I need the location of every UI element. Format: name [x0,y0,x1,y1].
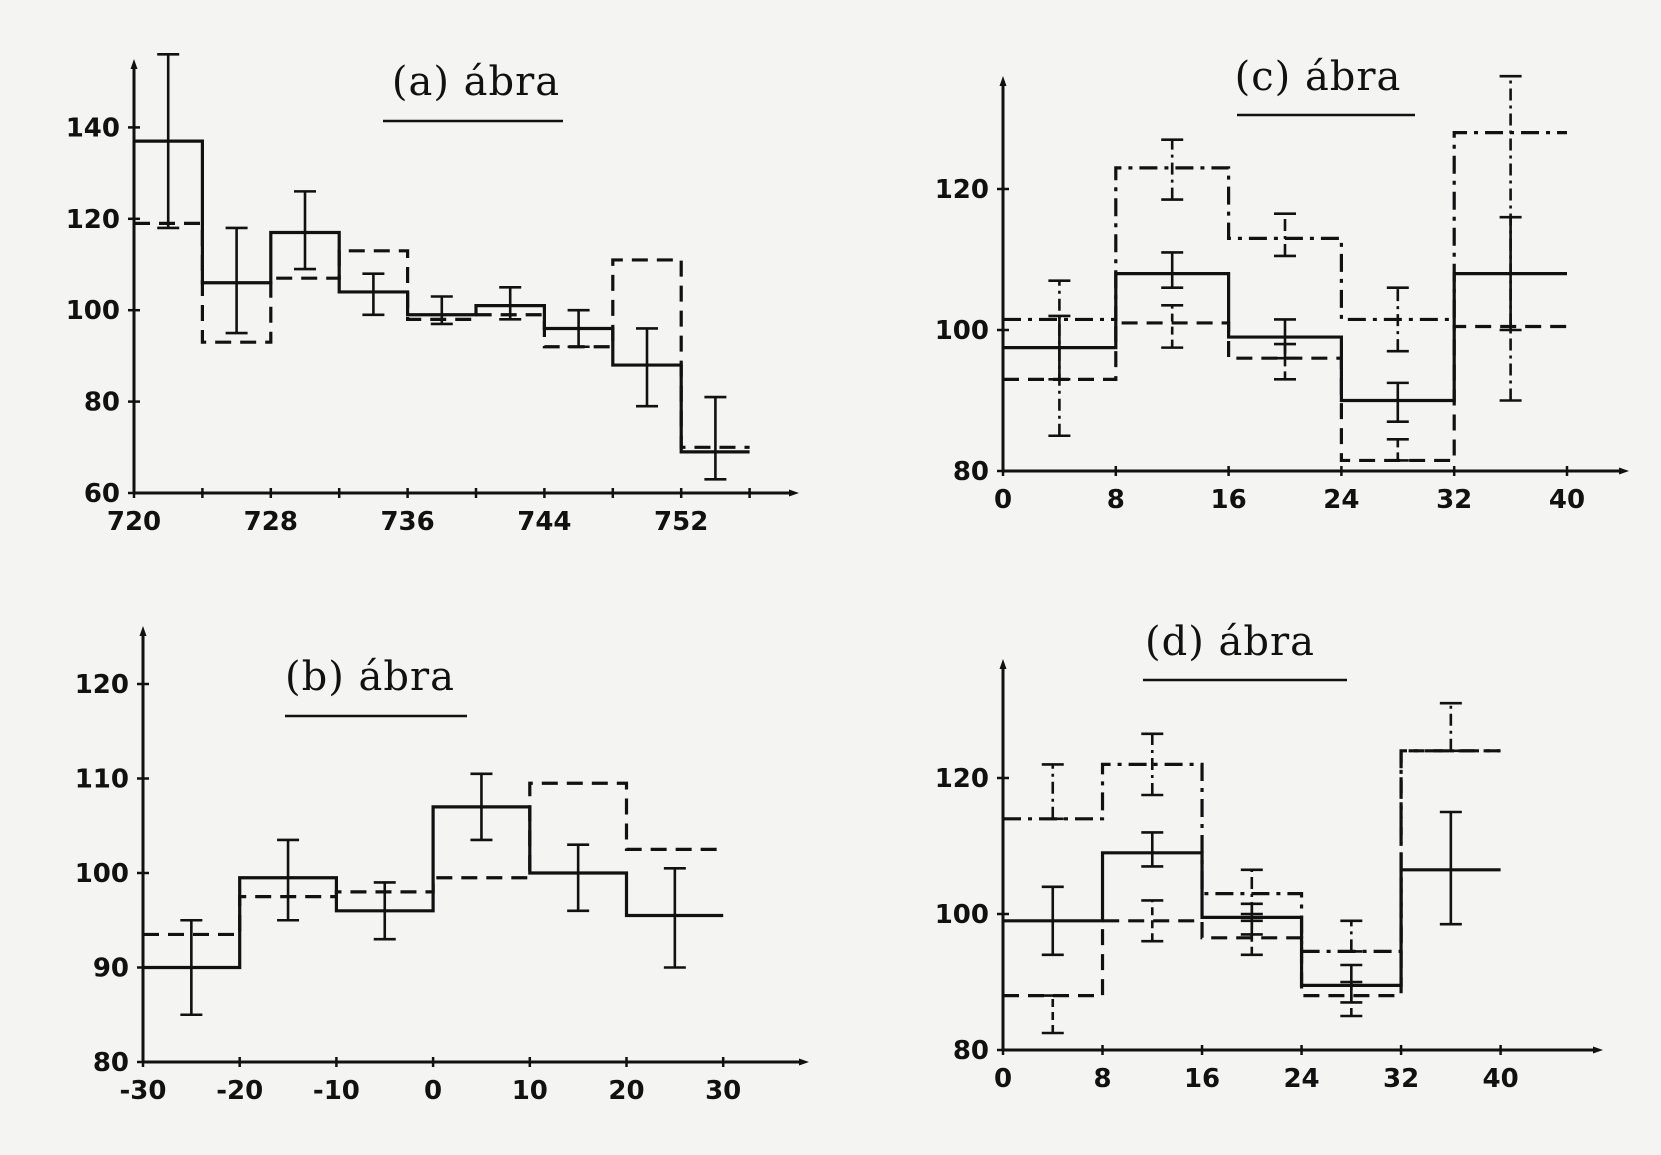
y-tick-label: 80 [84,388,120,418]
error-bar [1340,980,1363,1018]
error-bar [1439,701,1462,753]
y-tick-label: 120 [75,670,129,700]
x-tick-label: 32 [1436,485,1472,515]
chart-panel-d: (d) ábra 0 8 16 24 32 40 80 100 120 [935,619,1603,1094]
y-tick-label: 90 [93,954,129,984]
y-tick-label: 100 [75,859,129,889]
error-bar [567,843,590,913]
series-dashed-d [1003,749,1501,998]
chart-panel-b: (b) ábra -30 -20 -10 0 10 20 30 80 90 100 110 120 [75,626,809,1106]
y-tick-label: 140 [66,113,120,143]
x-tick-label: 30 [705,1076,741,1106]
error-bar [1041,885,1064,957]
x-tick-label: 752 [654,507,708,537]
chart-panel-a: (a) ábra 720 728 736 744 752 60 80 100 120 140 [66,52,799,537]
error-bar [663,866,686,969]
error-bar [1161,251,1184,290]
error-bar [362,272,385,317]
y-tick-label: 120 [935,175,989,205]
error-bar [1041,994,1064,1035]
x-tick-label: -10 [313,1076,360,1106]
x-tick-label: 720 [107,507,161,537]
x-tick-label: 24 [1323,485,1359,515]
y-tick-label: 80 [953,1036,989,1066]
x-tick-label: 40 [1483,1064,1519,1094]
x-tick-label: 8 [1107,485,1125,515]
x-tick-label: 736 [380,507,434,537]
x-tick-label: -30 [120,1076,167,1106]
error-bar [704,395,727,481]
error-bar [1340,919,1363,953]
y-tick-label: 100 [935,316,989,346]
y-tick-label: 120 [935,764,989,794]
error-bar [1386,286,1409,353]
x-tick-label: 744 [517,507,571,537]
error-bar [1141,899,1164,943]
x-tick-label: 0 [994,1064,1012,1094]
y-tick-label: 120 [66,205,120,235]
panel-title-a: (a) ábra [392,59,560,105]
series-dashed-c [1003,321,1567,463]
error-bar [1386,437,1409,462]
error-bar [1141,831,1164,868]
y-tick-label: 60 [84,479,120,509]
series-dashed-b [143,781,724,937]
error-bar [1386,381,1409,423]
chart-panel-c: (c) ábra 0 8 16 24 32 40 80 100 120 [935,54,1629,515]
x-tick-label: 8 [1093,1064,1111,1094]
x-tick-label: 0 [424,1076,442,1106]
error-bar [636,327,658,408]
error-bar [277,838,300,922]
series-dashdot-d [1003,749,1501,953]
series-solid-b [143,805,724,970]
x-tick-label: 0 [994,485,1012,515]
x-tick-label: 728 [244,507,298,537]
x-tick-label: 24 [1283,1064,1319,1094]
series-dashed-a [134,221,750,449]
error-bar [1274,342,1296,381]
error-bar [1161,304,1184,349]
x-tick-label: 10 [512,1076,548,1106]
error-bar [1161,138,1184,201]
panel-title-c: (c) ábra [1235,54,1402,100]
y-tick-label: 100 [935,900,989,930]
error-bar [1048,279,1071,438]
error-bar [157,52,180,230]
error-bar [1240,919,1263,957]
x-tick-label: 16 [1211,485,1247,515]
error-bar [1141,732,1164,797]
x-tick-label: 20 [608,1076,644,1106]
y-tick-label: 110 [75,765,129,795]
error-bar [294,190,316,271]
error-bar [470,772,493,842]
error-bar [1041,763,1064,821]
error-bar [1274,212,1296,258]
error-bar [225,226,248,335]
x-tick-label: 32 [1383,1064,1419,1094]
error-bar [1439,810,1462,926]
y-tick-label: 80 [93,1048,129,1078]
panel-title-d: (d) ábra [1145,619,1315,665]
error-bar [1240,868,1263,916]
y-tick-label: 100 [66,296,120,326]
error-bar [1499,74,1522,402]
panel-title-b: (b) ábra [285,654,455,700]
error-bar [180,918,203,1017]
y-tick-label: 80 [953,457,989,487]
x-tick-label: 16 [1184,1064,1220,1094]
x-tick-label: 40 [1549,485,1585,515]
x-tick-label: -20 [216,1076,263,1106]
